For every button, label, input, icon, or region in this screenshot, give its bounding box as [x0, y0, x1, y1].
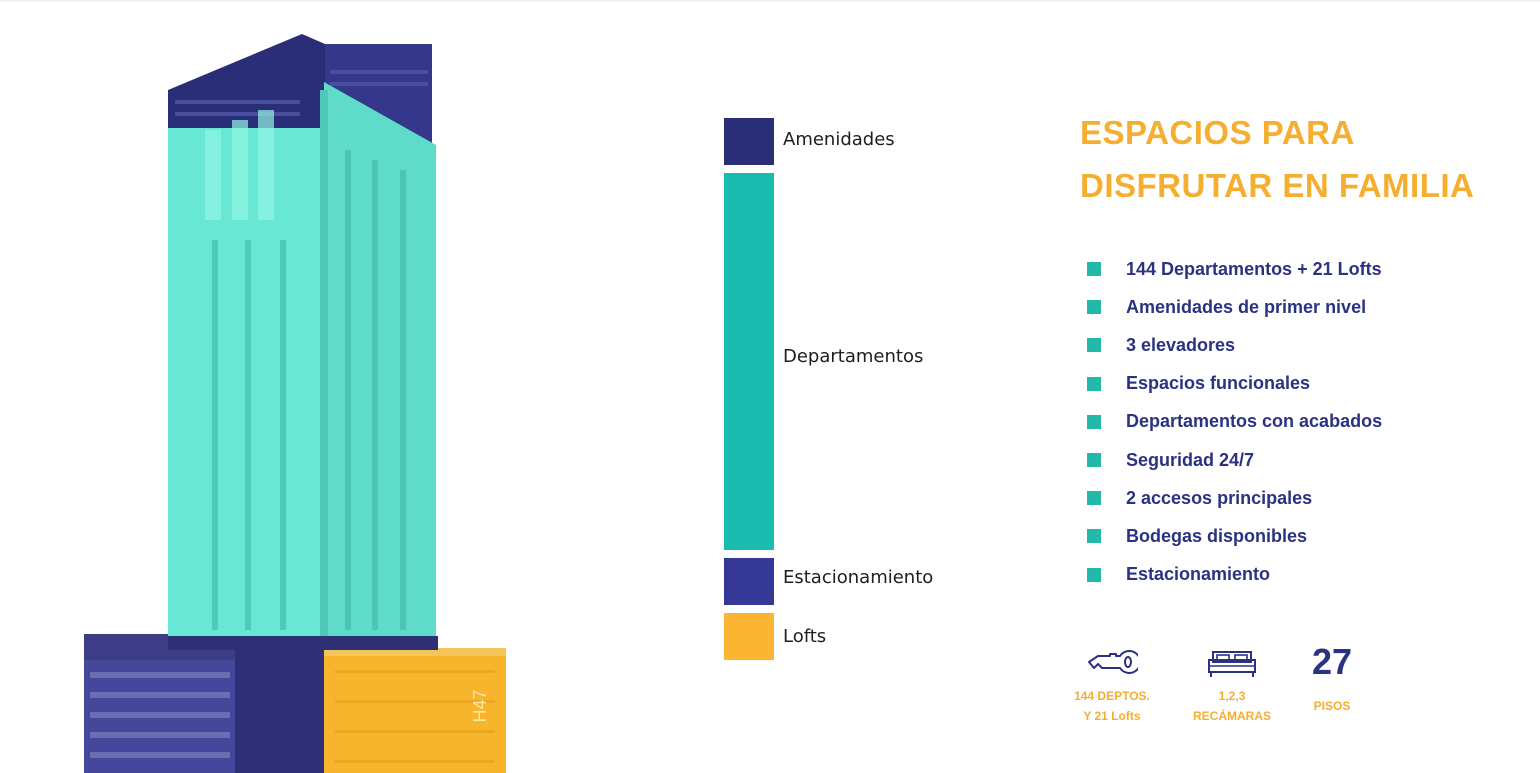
bullet-square-icon: [1087, 529, 1101, 544]
stat-floors-number: 27: [1311, 641, 1353, 682]
feature-item: Bodegas disponibles: [1087, 517, 1382, 555]
tower-windows: [212, 150, 406, 630]
feature-item: Amenidades de primer nivel: [1087, 288, 1382, 326]
page-title: ESPACIOS PARA DISFRUTAR EN FAMILIA: [1080, 106, 1474, 212]
bullet-square-icon: [1087, 414, 1101, 429]
legend-label-estacionamiento: Estacionamiento: [783, 567, 934, 588]
stat-units: 144 DEPTOS. Y 21 Lofts: [1068, 648, 1156, 726]
bullet-square-icon: [1087, 376, 1101, 391]
feature-item: 3 elevadores: [1087, 326, 1382, 364]
legend-swatch-amenidades: [724, 118, 774, 165]
bullet-square-icon: [1087, 338, 1101, 353]
feature-item: Estacionamiento: [1087, 556, 1382, 594]
feature-item: 144 Departamentos + 21 Lofts: [1087, 250, 1382, 288]
legend-swatch-estacionamiento: [724, 558, 774, 605]
stat-floors-label: PISOS: [1313, 699, 1351, 713]
parking-levels: [90, 672, 230, 758]
building-lofts: [324, 648, 506, 773]
title-line-1: ESPACIOS PARA: [1080, 114, 1355, 151]
feature-item: Espacios funcionales: [1087, 365, 1382, 403]
bed-icon: [1208, 651, 1256, 677]
legend-label-amenidades: Amenidades: [783, 129, 895, 150]
stat-bedrooms-line2: RECÁMARAS: [1193, 709, 1271, 723]
bullet-square-icon: [1087, 300, 1101, 315]
building-sign: H47: [470, 689, 490, 722]
bullet-square-icon: [1087, 567, 1101, 582]
bullet-square-icon: [1087, 491, 1101, 506]
legend-label-lofts: Lofts: [783, 626, 827, 647]
top-divider: [0, 0, 1540, 2]
stat-bedrooms-line1: 1,2,3: [1218, 689, 1246, 703]
bullet-square-icon: [1087, 262, 1101, 277]
building-illustration: H47: [84, 34, 506, 773]
bullet-square-icon: [1087, 453, 1101, 468]
feature-list: 144 Departamentos + 21 Lofts Amenidades …: [1087, 250, 1382, 594]
feature-item: Seguridad 24/7: [1087, 441, 1382, 479]
stat-floors: 27 PISOS: [1300, 642, 1364, 716]
title-line-2: DISFRUTAR EN FAMILIA: [1080, 167, 1475, 204]
feature-item: Departamentos con acabados: [1087, 403, 1382, 441]
key-icon: [1088, 650, 1138, 674]
legend-swatch-departamentos: [724, 173, 774, 550]
legend-label-departamentos: Departamentos: [783, 346, 924, 367]
feature-item: 2 accesos principales: [1087, 479, 1382, 517]
stat-bedrooms: 1,2,3 RECÁMARAS: [1190, 646, 1274, 726]
stat-units-line1: 144 DEPTOS.: [1074, 689, 1150, 703]
stat-units-line2: Y 21 Lofts: [1083, 709, 1141, 723]
legend-swatch-lofts: [724, 613, 774, 660]
